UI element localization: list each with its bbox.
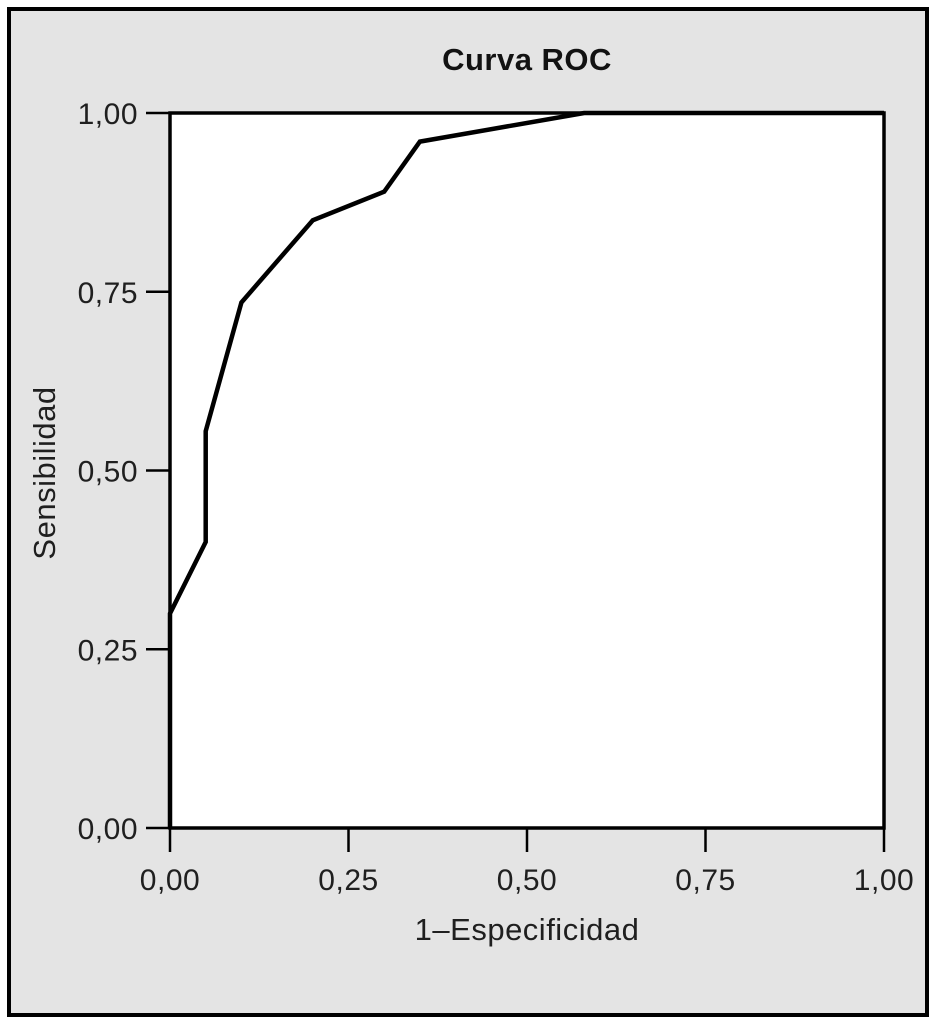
chart-title: Curva ROC [442,42,612,77]
y-tick-label: 0,75 [78,277,138,310]
y-tick-label: 0,00 [78,813,138,846]
y-tick-label: 0,25 [78,634,138,667]
y-axis-label: Sensibilidad [27,386,62,560]
x-tick-label: 1,00 [854,864,914,897]
x-tick-label: 0,00 [140,864,200,897]
x-tick-label: 0,25 [318,864,378,897]
y-tick-label: 0,50 [78,456,138,489]
roc-curve [167,110,884,828]
plot-area [168,111,886,830]
x-tick-label: 0,75 [675,864,735,897]
x-axis-label: 1–Especificidad [414,912,640,947]
y-tick-label: 1,00 [78,98,138,131]
x-tick-label: 0,50 [497,864,557,897]
